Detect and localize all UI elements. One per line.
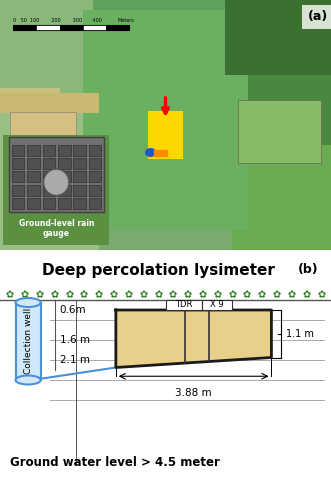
Text: ✿: ✿	[139, 290, 147, 300]
Bar	[242, 0, 331, 150]
Ellipse shape	[16, 298, 41, 307]
Bar	[232, 145, 331, 250]
Bar	[149, 112, 182, 158]
Bar	[58, 184, 71, 196]
Text: (b): (b)	[298, 262, 318, 276]
Text: 2.1 m: 2.1 m	[60, 355, 90, 365]
Text: ✿: ✿	[243, 290, 251, 300]
Text: ✿: ✿	[287, 290, 296, 300]
Text: Deep percolation lysimeter: Deep percolation lysimeter	[42, 262, 275, 278]
Bar	[0, 110, 99, 250]
Bar	[60, 26, 83, 30]
Bar	[10, 112, 76, 188]
Bar	[73, 145, 86, 156]
Text: ✿: ✿	[184, 290, 192, 300]
Text: ✿: ✿	[169, 290, 177, 300]
Text: ✿: ✿	[154, 290, 162, 300]
Bar	[12, 172, 24, 182]
Bar	[58, 172, 71, 182]
Bar	[238, 100, 321, 162]
Bar	[73, 198, 86, 208]
Bar	[12, 145, 24, 156]
Text: ✿: ✿	[110, 290, 118, 300]
Text: 0.6m: 0.6m	[60, 305, 86, 315]
Text: Meters: Meters	[118, 18, 134, 23]
Bar	[0, 88, 60, 112]
Text: ✿: ✿	[50, 290, 59, 300]
Ellipse shape	[16, 376, 41, 384]
Bar	[9, 137, 104, 212]
Text: (a): (a)	[308, 10, 328, 23]
Bar	[13, 26, 129, 30]
Bar	[89, 198, 101, 208]
Bar	[0, 0, 93, 112]
Bar	[27, 145, 40, 156]
Text: Collection well: Collection well	[24, 308, 33, 374]
Bar	[42, 198, 55, 208]
Bar	[58, 145, 71, 156]
Text: ✿: ✿	[6, 290, 14, 300]
Bar	[73, 158, 86, 169]
Bar	[13, 26, 36, 30]
Text: ✿: ✿	[65, 290, 73, 300]
Bar	[0, 92, 99, 112]
Bar	[202, 300, 232, 310]
Bar	[89, 158, 101, 169]
Text: ✿: ✿	[317, 290, 325, 300]
Text: ✿: ✿	[124, 290, 132, 300]
Bar	[42, 172, 55, 182]
Bar	[12, 184, 24, 196]
Text: ✿: ✿	[213, 290, 221, 300]
Circle shape	[44, 169, 69, 196]
Bar	[89, 172, 101, 182]
Bar	[42, 158, 55, 169]
Text: ✿: ✿	[228, 290, 236, 300]
Bar	[93, 0, 242, 95]
Bar	[42, 184, 55, 196]
Bar	[73, 184, 86, 196]
Text: Ground-level rain
gauge: Ground-level rain gauge	[19, 219, 94, 238]
Bar	[58, 158, 71, 169]
Text: ✿: ✿	[199, 290, 207, 300]
Text: 1.1 m: 1.1 m	[286, 329, 314, 339]
Bar	[166, 300, 202, 310]
Bar	[83, 10, 248, 230]
Text: Ground water level > 4.5 meter: Ground water level > 4.5 meter	[10, 456, 220, 469]
Text: ✿: ✿	[80, 290, 88, 300]
Bar	[106, 26, 129, 30]
Text: 1.6 m: 1.6 m	[60, 335, 90, 345]
Text: ✿: ✿	[21, 290, 29, 300]
Text: 3.88 m: 3.88 m	[175, 388, 212, 398]
Bar	[83, 26, 106, 30]
Bar	[42, 145, 55, 156]
Text: ✿: ✿	[258, 290, 266, 300]
Text: 0   50  100        200        300       400: 0 50 100 200 300 400	[13, 18, 102, 24]
Bar	[36, 26, 60, 30]
Text: ✿: ✿	[95, 290, 103, 300]
Text: X 9: X 9	[210, 300, 224, 309]
Bar	[27, 158, 40, 169]
Bar	[89, 145, 101, 156]
Polygon shape	[116, 310, 271, 368]
Bar	[27, 198, 40, 208]
Text: TDR: TDR	[175, 300, 192, 309]
Circle shape	[146, 149, 156, 156]
Text: ✿: ✿	[302, 290, 310, 300]
Text: ✿: ✿	[35, 290, 44, 300]
Bar	[27, 184, 40, 196]
Bar	[12, 198, 24, 208]
Bar	[27, 172, 40, 182]
Bar	[154, 150, 167, 156]
Bar	[12, 158, 24, 169]
FancyBboxPatch shape	[16, 302, 41, 380]
Bar	[73, 172, 86, 182]
Bar	[225, 0, 331, 75]
Text: ✿: ✿	[272, 290, 281, 300]
Bar	[89, 184, 101, 196]
Bar	[58, 198, 71, 208]
